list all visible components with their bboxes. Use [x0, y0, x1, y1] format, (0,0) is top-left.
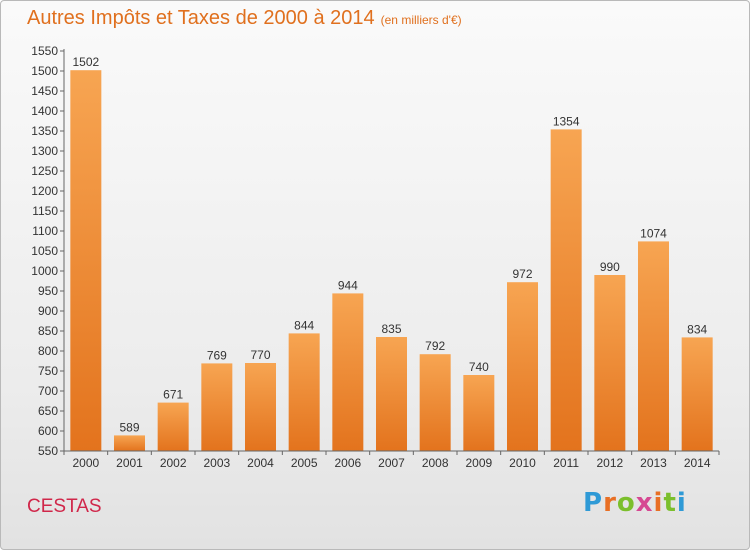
- x-tick-label-2000: 2000: [72, 456, 99, 470]
- y-tick-label: 600: [38, 424, 58, 438]
- data-label-2008: 792: [425, 339, 445, 353]
- y-tick-label: 650: [38, 404, 58, 418]
- y-tick-label: 1250: [31, 164, 58, 178]
- data-label-2010: 972: [512, 267, 532, 281]
- bar-2005: [288, 333, 320, 451]
- bar-2001: [114, 435, 145, 451]
- city-name: CESTAS: [27, 496, 102, 517]
- data-label-2006: 944: [338, 278, 358, 292]
- y-tick-label: 1000: [31, 264, 58, 278]
- bar-2009: [463, 375, 495, 451]
- x-tick-label-2012: 2012: [596, 456, 623, 470]
- y-tick-label: 1550: [31, 44, 58, 58]
- y-tick-label: 1050: [31, 244, 58, 258]
- y-tick-label: 1450: [31, 84, 58, 98]
- y-tick-label: 550: [38, 444, 58, 458]
- x-tick-label-2013: 2013: [640, 456, 667, 470]
- data-label-2013: 1074: [640, 226, 667, 240]
- y-tick-label: 900: [38, 304, 58, 318]
- y-tick-label: 1200: [31, 184, 58, 198]
- bar-2002: [157, 402, 189, 451]
- chart-title: Autres Impôts et Taxes de 2000 à 2014 (en…: [27, 7, 462, 30]
- bar-2014: [681, 337, 713, 451]
- data-label-2011: 1354: [553, 114, 580, 128]
- y-tick-label: 750: [38, 364, 58, 378]
- bar-2012: [594, 275, 626, 451]
- y-tick-label: 1350: [31, 124, 58, 138]
- x-tick-label-2008: 2008: [422, 456, 449, 470]
- y-tick-label: 1100: [32, 224, 58, 238]
- x-tick-label-2007: 2007: [378, 456, 405, 470]
- x-tick-label-2003: 2003: [203, 456, 230, 470]
- y-tick-label: 1150: [32, 204, 58, 218]
- proxiti-logo: Proxiti: [583, 488, 687, 518]
- data-label-2001: 589: [119, 420, 139, 434]
- data-label-2009: 740: [469, 360, 489, 374]
- x-tick-label-2010: 2010: [509, 456, 536, 470]
- x-tick-label-2014: 2014: [684, 456, 711, 470]
- bar-2010: [507, 282, 538, 451]
- data-label-2002: 671: [163, 388, 183, 402]
- data-label-2000: 1502: [72, 55, 99, 69]
- y-tick-label: 850: [38, 324, 58, 338]
- bar-2000: [70, 70, 102, 451]
- chart-title-text: Autres Impôts et Taxes de 2000 à 2014: [27, 7, 375, 29]
- x-tick-label-2002: 2002: [160, 456, 187, 470]
- y-tick-label: 800: [38, 344, 58, 358]
- bar-2007: [376, 337, 407, 451]
- data-label-2014: 834: [687, 322, 707, 336]
- x-tick-label-2011: 2011: [553, 456, 579, 470]
- y-tick-label: 1500: [31, 64, 58, 78]
- y-tick-label: 1400: [31, 104, 58, 118]
- x-tick-label-2005: 2005: [291, 456, 318, 470]
- data-label-2004: 770: [250, 348, 270, 362]
- data-label-2005: 844: [294, 318, 314, 332]
- x-tick-label-2006: 2006: [334, 456, 361, 470]
- x-tick-label-2009: 2009: [465, 456, 492, 470]
- y-tick-label: 950: [38, 284, 58, 298]
- bar-2006: [332, 293, 364, 451]
- data-label-2012: 990: [600, 260, 620, 274]
- data-label-2003: 769: [207, 348, 227, 362]
- y-tick-label: 700: [38, 384, 58, 398]
- bar-2013: [638, 241, 669, 451]
- bar-2003: [201, 363, 233, 451]
- chart-unit: (en milliers d'€): [380, 13, 462, 27]
- bar-2004: [245, 363, 276, 451]
- x-tick-label-2001: 2001: [116, 456, 143, 470]
- y-tick-label: 1300: [31, 144, 58, 158]
- x-tick-label-2004: 2004: [247, 456, 274, 470]
- bar-2008: [419, 354, 451, 451]
- data-label-2007: 835: [381, 322, 401, 336]
- bar-2011: [550, 129, 582, 451]
